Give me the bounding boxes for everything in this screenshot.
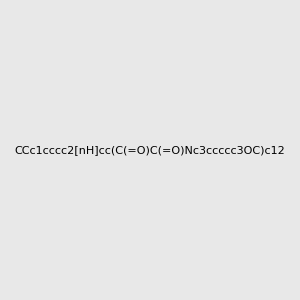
Text: CCc1cccc2[nH]cc(C(=O)C(=O)Nc3ccccc3OC)c12: CCc1cccc2[nH]cc(C(=O)C(=O)Nc3ccccc3OC)c1… [15,145,285,155]
